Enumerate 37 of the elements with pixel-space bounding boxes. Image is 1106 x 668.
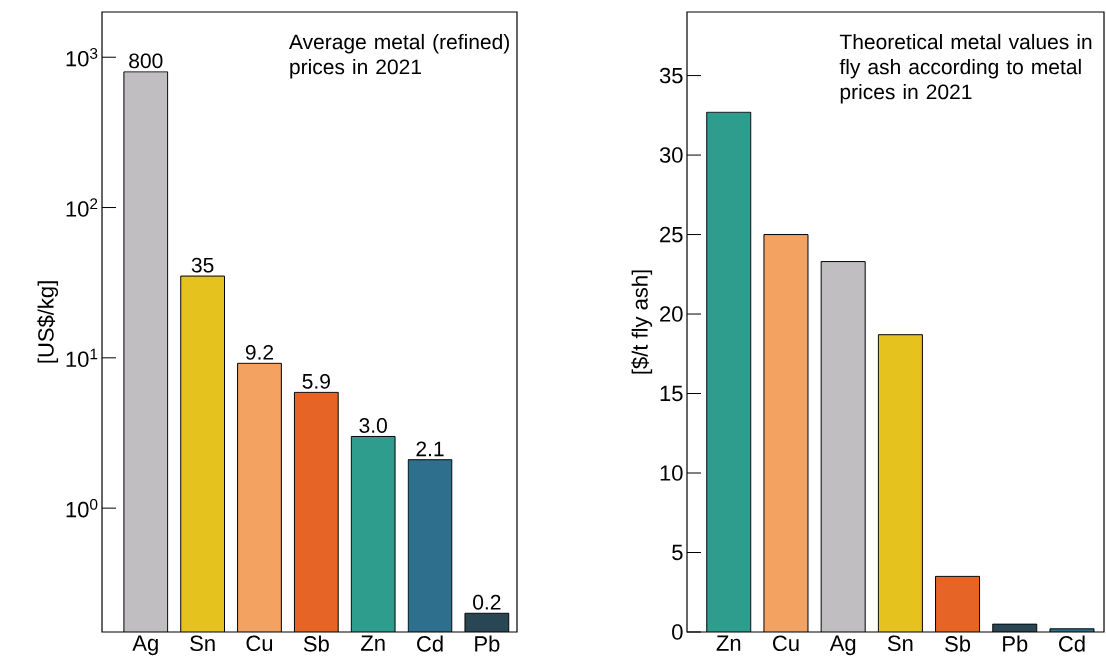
data-label: 0.2 <box>473 594 501 610</box>
y-tick-label: 15 <box>660 385 683 402</box>
x-tick-label: Ag <box>132 635 158 656</box>
y-axis-title: [US$/kg] <box>37 281 59 363</box>
y-tick-label: 30 <box>659 147 683 163</box>
y-tick-label: 35 <box>659 67 683 84</box>
x-tick-label: Sb <box>945 635 971 652</box>
y-axis-title: [$/t fly ash] <box>631 270 653 374</box>
x-tick-label: Pb <box>475 635 500 652</box>
x-tick-label: Zn <box>361 635 385 651</box>
x-tick-label: Zn <box>716 635 741 651</box>
data-label: 2.1 <box>416 441 444 457</box>
data-label: 800 <box>129 53 163 69</box>
y-tick-label: 5 <box>672 544 683 561</box>
y-tick-label: 10$^{3}$ <box>66 47 98 67</box>
data-label: 35 <box>191 257 214 273</box>
data-label: 9.2 <box>245 344 274 360</box>
y-tick-label: 25 <box>660 226 683 243</box>
x-tick-label: Cu <box>773 635 799 652</box>
x-tick-label: Sb <box>303 635 329 652</box>
y-tick-label: 0 <box>672 624 683 640</box>
data-label: 5.9 <box>302 373 330 389</box>
x-tick-label: Cd <box>1059 635 1085 652</box>
y-tick-label: 10$^{2}$ <box>66 198 98 217</box>
y-tick-label: 20 <box>660 306 683 322</box>
x-tick-label: Ag <box>829 635 856 656</box>
x-tick-label: Cd <box>417 635 443 652</box>
y-tick-label: 10 <box>660 465 683 481</box>
x-tick-label: Sn <box>190 635 215 652</box>
y-tick-label: 10$^{1}$ <box>66 348 98 368</box>
data-label: 3.0 <box>359 418 387 433</box>
text: Average metal (refined) prices in 2021 <box>289 33 509 79</box>
x-tick-label: Sn <box>887 635 913 652</box>
x-tick-label: Pb <box>1003 635 1028 652</box>
y-tick-label: 10$^{0}$ <box>66 498 98 518</box>
text: Theoretical metal values in fly ash according to metal prices in 2021 <box>839 33 1092 104</box>
x-tick-label: Cu <box>246 635 273 652</box>
